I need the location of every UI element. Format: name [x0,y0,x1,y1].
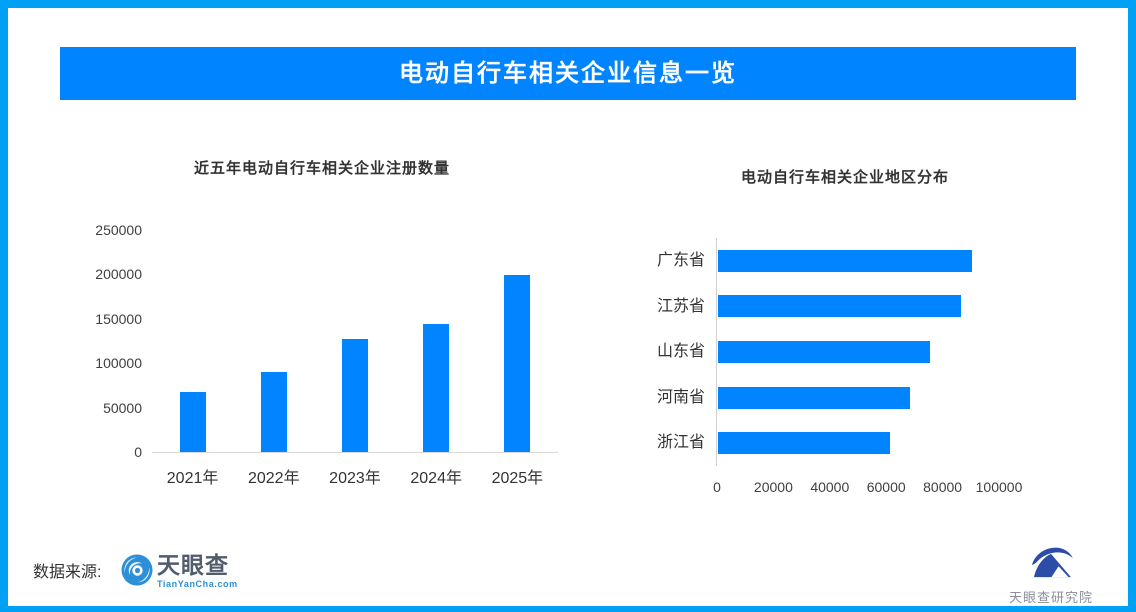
bar-河南省 [718,386,910,409]
bar-广东省 [718,249,972,272]
category-label-河南省: 河南省 [656,388,705,406]
bar-2023年 [342,339,368,452]
x-axis-tick-0: 0 [713,479,721,495]
bar-2021年 [179,391,206,452]
bar-江苏省 [718,295,961,318]
y-axis-tick-0: 0 [134,444,142,460]
tianyancha-domain: TianYanCha.com [157,579,238,589]
x-axis-tick-40000: 40000 [810,479,850,495]
x-axis-label-2022年: 2022年 [247,470,300,487]
bar-浙江省 [718,432,891,455]
category-label-江苏省: 江苏省 [656,297,705,315]
x-axis-label-2021年: 2021年 [166,470,219,487]
tianyancha-name: 天眼查 [157,552,229,578]
bar-2024年 [423,324,450,452]
research-institute-icon [1032,547,1073,578]
region-chart-title: 电动自行车相关企业地区分布 [740,169,949,186]
y-axis-tick-150000: 150000 [95,310,142,327]
page-title: 电动自行车相关企业信息一览 [399,60,737,87]
category-label-广东省: 广东省 [656,252,705,269]
y-axis-tick-250000: 250000 [95,222,142,238]
registrations-column-chart: 0 50000 100000 150000 200000 250000 2021年 2022年… [95,222,558,487]
x-axis-tick-100000: 100000 [975,479,1023,495]
bar-2022年 [260,372,287,452]
tianyancha-wordmark: 天眼查 TianYanCha.com [157,552,238,590]
bar-2025年 [504,275,531,452]
registrations-chart-title: 近五年电动自行车相关企业注册数量 [193,160,450,177]
x-axis-label-2024年: 2024年 [410,470,462,487]
x-axis-label-2025年: 2025年 [491,470,544,487]
bar-山东省 [718,341,930,363]
y-axis-tick-50000: 50000 [103,399,142,416]
tianyancha-research-logo: 天眼查研究院 [986,543,1116,606]
x-axis-tick-80000: 80000 [923,479,963,495]
x-axis-tick-60000: 60000 [866,479,906,495]
category-label-浙江省: 浙江省 [656,434,705,452]
y-axis-tick-200000: 200000 [95,266,142,283]
page-title-banner: 电动自行车相关企业信息一览 [60,47,1076,100]
x-axis-tick-20000: 20000 [753,479,793,495]
research-institute-name: 天眼查研究院 [1008,590,1093,605]
x-axis-line [152,452,558,453]
tianyancha-eye-icon [121,554,153,586]
x-axis-label-2023年: 2023年 [329,470,381,487]
y-axis-tick-100000: 100000 [95,355,142,372]
category-label-山东省: 山东省 [656,343,705,361]
data-source-label: 数据来源: [33,564,102,581]
region-hbar-chart: 广东省江苏省山东省河南省浙江省 0 20000 40000 60000 80000 1000… [657,238,1069,495]
tianyancha-logo: 天眼查 TianYanCha.com [121,554,238,589]
